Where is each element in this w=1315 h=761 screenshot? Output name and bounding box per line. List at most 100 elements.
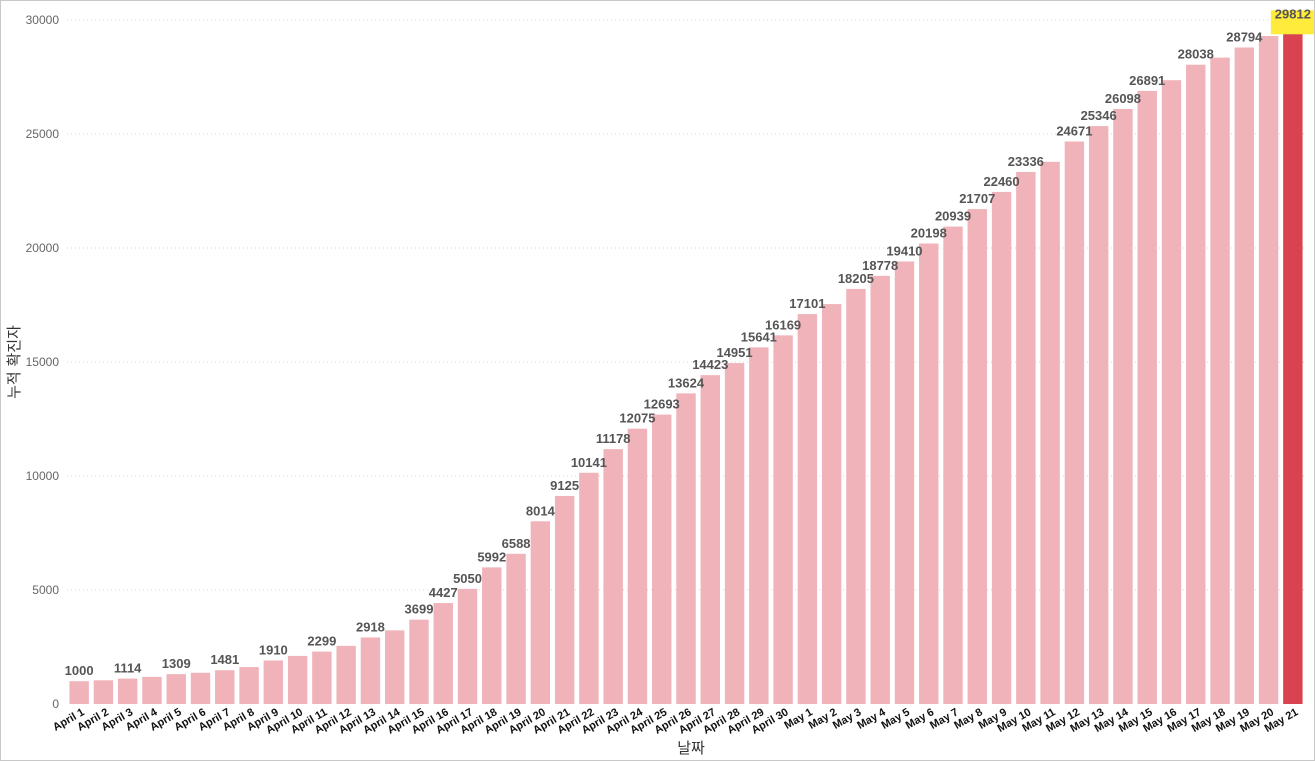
y-tick-label: 25000: [26, 127, 60, 141]
data-label: 22460: [983, 174, 1019, 189]
data-label: 18778: [862, 258, 898, 273]
data-label: 12075: [619, 411, 655, 426]
data-label: 20198: [911, 225, 947, 240]
data-label: 18205: [838, 271, 874, 286]
highlight-label-bg: [1270, 10, 1314, 35]
bar[interactable]: [384, 630, 405, 704]
bar[interactable]: [142, 676, 162, 704]
data-label: 3699: [405, 602, 434, 617]
bar[interactable]: [215, 670, 235, 704]
bar[interactable]: [530, 521, 551, 704]
data-label: 23336: [1008, 154, 1044, 169]
bar[interactable]: [1064, 141, 1085, 704]
data-label: 14423: [692, 357, 728, 372]
data-label: 14951: [716, 345, 752, 360]
y-axis-ticks: 0 5000 10000 15000 20000 25000 30000: [26, 13, 60, 711]
data-label: 26098: [1105, 91, 1141, 106]
bar[interactable]: [1186, 64, 1206, 705]
bar[interactable]: [652, 414, 672, 704]
data-label: 28038: [1178, 47, 1214, 62]
bar[interactable]: [919, 243, 939, 704]
bar[interactable]: [773, 335, 793, 704]
data-label: 29812: [1275, 6, 1311, 21]
bar[interactable]: [166, 674, 186, 704]
data-label: 12693: [644, 397, 680, 412]
bar[interactable]: [967, 209, 988, 705]
x-axis-title: 날짜: [677, 739, 705, 757]
y-tick-label: 15000: [26, 355, 60, 369]
y-tick-label: 0: [52, 697, 59, 711]
bar[interactable]: [554, 495, 575, 704]
bar[interactable]: [457, 588, 478, 704]
bars: [69, 24, 1303, 705]
bar[interactable]: [676, 393, 696, 704]
data-label: 21707: [959, 191, 995, 206]
y-axis-title: 누적 확진자: [5, 325, 23, 399]
bar[interactable]: [1210, 57, 1230, 705]
bar[interactable]: [603, 449, 623, 704]
bar[interactable]: [190, 672, 211, 704]
data-label: 17101: [789, 296, 825, 311]
data-label: 2918: [356, 619, 385, 634]
bar[interactable]: [821, 304, 842, 704]
data-label: 5992: [477, 549, 506, 564]
bar[interactable]: [287, 655, 308, 704]
bar[interactable]: [627, 428, 648, 704]
bar[interactable]: [93, 680, 114, 704]
data-label: 19410: [886, 243, 922, 258]
y-tick-label: 5000: [32, 583, 59, 597]
bar[interactable]: [1113, 108, 1133, 705]
bar[interactable]: [749, 347, 769, 704]
bar[interactable]: [724, 363, 745, 704]
bar[interactable]: [1016, 171, 1036, 704]
bar[interactable]: [870, 275, 890, 704]
bar[interactable]: [797, 314, 818, 704]
bar[interactable]: [579, 472, 599, 704]
bar[interactable]: [1258, 35, 1279, 704]
data-label: 2299: [307, 634, 336, 649]
bar[interactable]: [894, 261, 915, 704]
data-label: 1309: [162, 656, 191, 671]
data-label: 1481: [210, 652, 239, 667]
bar[interactable]: [1040, 161, 1060, 705]
data-label: 24671: [1056, 124, 1092, 139]
bar[interactable]: [336, 645, 356, 704]
bar[interactable]: [1234, 47, 1255, 704]
data-labels: 1000 1114 1309 1481 1910 2299 2918 3699 44275050…: [65, 6, 1314, 678]
data-label: 15641: [741, 329, 777, 344]
bar[interactable]: [1088, 126, 1109, 704]
bar[interactable]: [943, 226, 963, 704]
data-label: 25346: [1081, 108, 1117, 123]
bar[interactable]: [69, 681, 89, 704]
data-label: 1910: [259, 642, 288, 657]
bar[interactable]: [1283, 24, 1303, 705]
data-label: 20939: [935, 209, 971, 224]
bar[interactable]: [433, 603, 453, 704]
bar[interactable]: [312, 651, 332, 704]
bar[interactable]: [263, 660, 284, 704]
bar[interactable]: [239, 667, 259, 704]
data-label: 11178: [596, 431, 631, 446]
bar[interactable]: [117, 678, 138, 704]
bar[interactable]: [360, 637, 381, 704]
data-label: 4427: [429, 585, 458, 600]
data-label: 1000: [65, 663, 94, 678]
bar[interactable]: [846, 288, 866, 704]
y-tick-label: 30000: [26, 13, 60, 27]
bar[interactable]: [700, 375, 720, 704]
data-label: 28794: [1226, 29, 1263, 44]
bar[interactable]: [506, 553, 526, 704]
bar[interactable]: [482, 567, 502, 704]
bar[interactable]: [991, 191, 1012, 705]
data-label: 6588: [502, 536, 531, 551]
bar[interactable]: [1161, 80, 1182, 704]
data-label: 9125: [550, 478, 579, 493]
data-label: 10141: [571, 455, 607, 470]
y-tick-label: 10000: [26, 469, 60, 483]
bar[interactable]: [409, 619, 429, 704]
data-label: 1114: [114, 661, 142, 676]
bar[interactable]: [1137, 90, 1157, 705]
data-label: 13624: [668, 375, 705, 390]
